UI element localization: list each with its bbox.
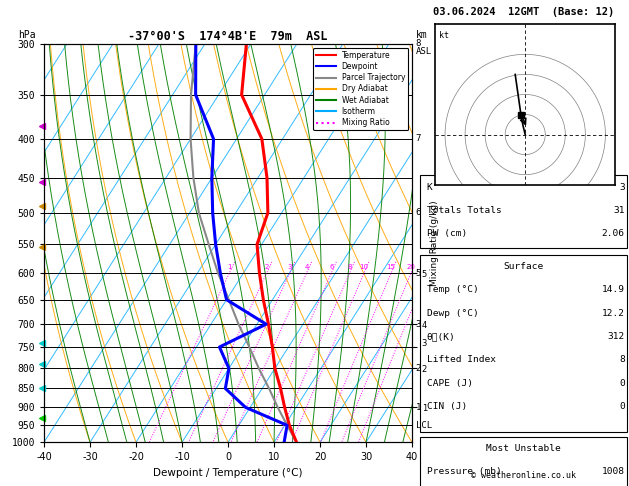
Text: 15: 15 [387, 264, 396, 270]
Text: Pressure (mb): Pressure (mb) [426, 467, 501, 476]
Text: 1008: 1008 [602, 467, 625, 476]
Text: 1: 1 [227, 264, 231, 270]
Text: 3: 3 [416, 320, 421, 329]
Text: CAPE (J): CAPE (J) [426, 379, 473, 387]
Bar [420, 255, 627, 432]
Text: 2: 2 [416, 364, 421, 373]
Text: LCL: LCL [416, 421, 431, 430]
Text: 8: 8 [416, 39, 421, 48]
Text: Temp (°C): Temp (°C) [426, 285, 479, 294]
Text: 31: 31 [613, 206, 625, 215]
X-axis label: Dewpoint / Temperature (°C): Dewpoint / Temperature (°C) [153, 468, 303, 478]
Text: 12.2: 12.2 [602, 309, 625, 317]
Text: K: K [426, 183, 433, 191]
Text: 0: 0 [619, 379, 625, 387]
Text: 6: 6 [416, 208, 421, 217]
Text: 8: 8 [619, 355, 625, 364]
Text: θᴇ(K): θᴇ(K) [426, 332, 455, 341]
Text: PW (cm): PW (cm) [426, 229, 467, 238]
Text: 2.06: 2.06 [602, 229, 625, 238]
Text: 3: 3 [287, 264, 292, 270]
Text: 4: 4 [304, 264, 309, 270]
Text: 312: 312 [608, 332, 625, 341]
Text: Most Unstable: Most Unstable [486, 444, 561, 453]
Text: 14.9: 14.9 [602, 285, 625, 294]
Text: Lifted Index: Lifted Index [426, 355, 496, 364]
Text: 10: 10 [359, 264, 369, 270]
Text: 20: 20 [406, 264, 415, 270]
Text: © weatheronline.co.uk: © weatheronline.co.uk [471, 471, 576, 480]
Text: 8: 8 [347, 264, 352, 270]
Bar [420, 175, 627, 248]
Text: 0: 0 [619, 402, 625, 411]
Text: 7: 7 [416, 135, 421, 143]
Text: CIN (J): CIN (J) [426, 402, 467, 411]
Text: kt: kt [439, 31, 449, 40]
Text: Dewp (°C): Dewp (°C) [426, 309, 479, 317]
Text: Totals Totals: Totals Totals [426, 206, 501, 215]
Title: -37°00'S  174°4B'E  79m  ASL: -37°00'S 174°4B'E 79m ASL [128, 30, 328, 43]
Y-axis label: Mixing Ratio (g/kg): Mixing Ratio (g/kg) [430, 200, 439, 286]
Text: 3: 3 [619, 183, 625, 191]
Bar [420, 437, 627, 486]
Text: km: km [416, 30, 428, 40]
Text: hPa: hPa [18, 30, 36, 40]
Text: Surface: Surface [504, 262, 543, 271]
Text: 6: 6 [329, 264, 333, 270]
Text: 1: 1 [416, 403, 421, 412]
Text: 03.06.2024  12GMT  (Base: 12): 03.06.2024 12GMT (Base: 12) [433, 7, 615, 17]
Text: 5: 5 [416, 269, 421, 278]
Text: 2: 2 [264, 264, 269, 270]
Text: ASL: ASL [416, 47, 431, 56]
Legend: Temperature, Dewpoint, Parcel Trajectory, Dry Adiabat, Wet Adiabat, Isotherm, Mi: Temperature, Dewpoint, Parcel Trajectory… [313, 48, 408, 130]
